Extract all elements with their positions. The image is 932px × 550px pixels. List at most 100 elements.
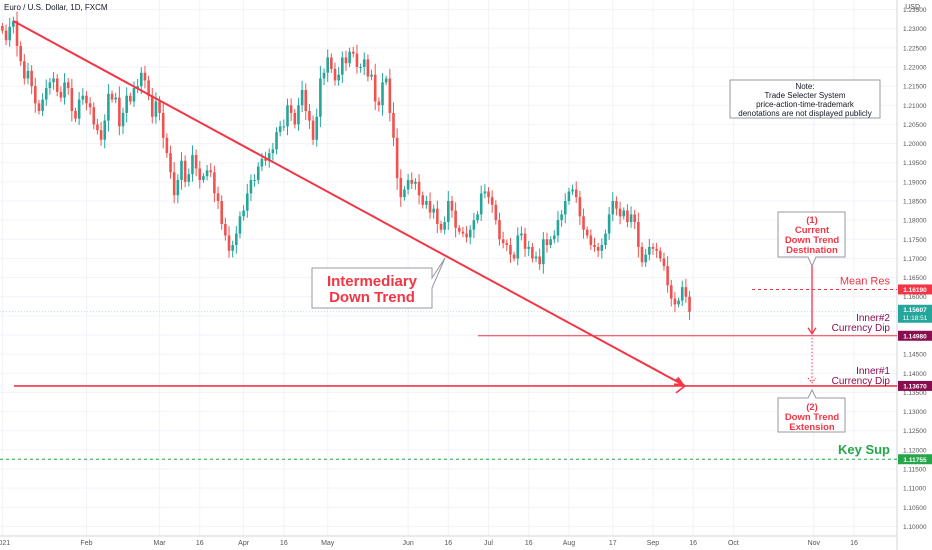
extension-callout-box bbox=[777, 388, 846, 433]
candle-body bbox=[571, 189, 574, 192]
candle-body bbox=[176, 179, 180, 196]
candle-body bbox=[77, 99, 81, 119]
candle-body bbox=[476, 214, 479, 221]
candle-body bbox=[330, 57, 333, 69]
candle-body bbox=[154, 101, 158, 117]
candle-body bbox=[114, 97, 118, 100]
inner2-label-line2: Currency Dip bbox=[832, 323, 891, 334]
downtrend-arrowhead bbox=[673, 376, 686, 386]
current-price-countdown: 11:18:51 bbox=[903, 315, 928, 322]
destination-line3: Down Trend bbox=[785, 235, 840, 246]
candle-body bbox=[629, 214, 633, 223]
x-tick-label: Oct bbox=[728, 540, 739, 547]
note-line1: Note: bbox=[795, 82, 814, 91]
candle-body bbox=[563, 201, 567, 215]
candle-body bbox=[150, 95, 154, 117]
extension-line1: (2) bbox=[806, 402, 818, 413]
candle-body bbox=[615, 201, 618, 209]
candle-body bbox=[637, 222, 640, 247]
candle-body bbox=[33, 86, 37, 104]
candle-body bbox=[494, 204, 498, 221]
current-price-tag-text: 1.15607 bbox=[903, 307, 927, 314]
candle-body bbox=[560, 214, 563, 221]
x-tick-label: 16 bbox=[444, 540, 452, 547]
candle-body bbox=[52, 78, 55, 83]
candle-body bbox=[542, 239, 545, 265]
candle-body bbox=[567, 191, 571, 201]
candle-body bbox=[384, 78, 388, 83]
candle-body bbox=[454, 210, 457, 228]
candle-body bbox=[593, 245, 596, 247]
y-tick-label: 1.18500 bbox=[903, 199, 927, 206]
inner1-price-tag-bg bbox=[898, 380, 932, 391]
candle-body bbox=[553, 235, 556, 240]
candle-body bbox=[183, 160, 187, 182]
candle-body bbox=[278, 126, 282, 133]
candle-body bbox=[428, 201, 432, 213]
candle-body bbox=[213, 172, 216, 194]
candle-body bbox=[267, 153, 271, 161]
candle-body bbox=[59, 91, 63, 98]
candle-body bbox=[308, 111, 311, 121]
y-tick-label: 1.23000 bbox=[903, 26, 927, 33]
x-tick-label: Nov bbox=[808, 540, 821, 547]
extension-line3: Extension bbox=[789, 422, 835, 433]
inner1-price-tag-text: 1.13670 bbox=[903, 384, 927, 391]
x-tick-label: Mar bbox=[154, 540, 167, 547]
x-tick-label: Feb bbox=[80, 540, 92, 547]
y-tick-label: 1.20500 bbox=[903, 122, 927, 129]
candle-body bbox=[12, 21, 15, 27]
candle-body bbox=[659, 250, 662, 259]
candle-body bbox=[139, 72, 143, 87]
candle-body bbox=[136, 86, 139, 89]
candle-body bbox=[15, 21, 19, 46]
y-tick-label: 1.21000 bbox=[903, 103, 927, 110]
destination-line1: (1) bbox=[806, 215, 818, 226]
candle-body bbox=[264, 158, 267, 161]
candle-body bbox=[30, 70, 33, 87]
key-sup-price-tag-text: 1.11755 bbox=[903, 457, 927, 464]
candle-body bbox=[74, 111, 77, 119]
y-tick-label: 1.12000 bbox=[903, 447, 927, 454]
intermediary-label-line1: Intermediary bbox=[327, 273, 418, 290]
candle-body bbox=[472, 220, 476, 230]
candle-body bbox=[633, 214, 637, 223]
candle-body bbox=[300, 89, 304, 106]
destination-projection-arrowhead bbox=[807, 327, 817, 335]
candle-body bbox=[344, 57, 348, 64]
candle-body bbox=[545, 239, 549, 246]
candle-body bbox=[626, 210, 629, 223]
candle-body bbox=[209, 170, 213, 173]
candle-body bbox=[457, 227, 461, 232]
candle-body bbox=[23, 61, 26, 79]
downtrend-line bbox=[12, 20, 684, 386]
candle-body bbox=[450, 201, 454, 211]
candle-body bbox=[99, 130, 103, 140]
y-tick-label: 1.16500 bbox=[903, 275, 927, 282]
candle-body bbox=[483, 191, 487, 194]
candle-body bbox=[585, 229, 589, 236]
y-tick-label: 1.11000 bbox=[903, 486, 926, 493]
x-tick-label: Jul bbox=[484, 540, 493, 547]
candle-body bbox=[26, 70, 30, 79]
candle-body bbox=[348, 51, 351, 64]
y-tick-label: 1.10500 bbox=[903, 505, 927, 512]
key-sup-price-tag-bg bbox=[898, 454, 932, 465]
currency-label: USD bbox=[905, 4, 920, 11]
candle-body bbox=[531, 246, 534, 259]
candle-body bbox=[447, 201, 450, 223]
candle-body bbox=[107, 93, 110, 121]
candle-body bbox=[669, 285, 673, 299]
y-tick-label: 1.19000 bbox=[903, 179, 927, 186]
candle-body bbox=[44, 88, 48, 100]
note-line4: denotations are not displayed publicly bbox=[738, 109, 871, 118]
note-line3: price-action-time-trademark bbox=[756, 100, 855, 109]
candle-body bbox=[680, 287, 684, 301]
candle-body bbox=[381, 82, 384, 106]
inner1-label-line1: Inner#1 bbox=[856, 366, 890, 377]
candle-body bbox=[253, 179, 256, 181]
candle-body bbox=[48, 82, 52, 89]
candle-body bbox=[666, 266, 669, 286]
